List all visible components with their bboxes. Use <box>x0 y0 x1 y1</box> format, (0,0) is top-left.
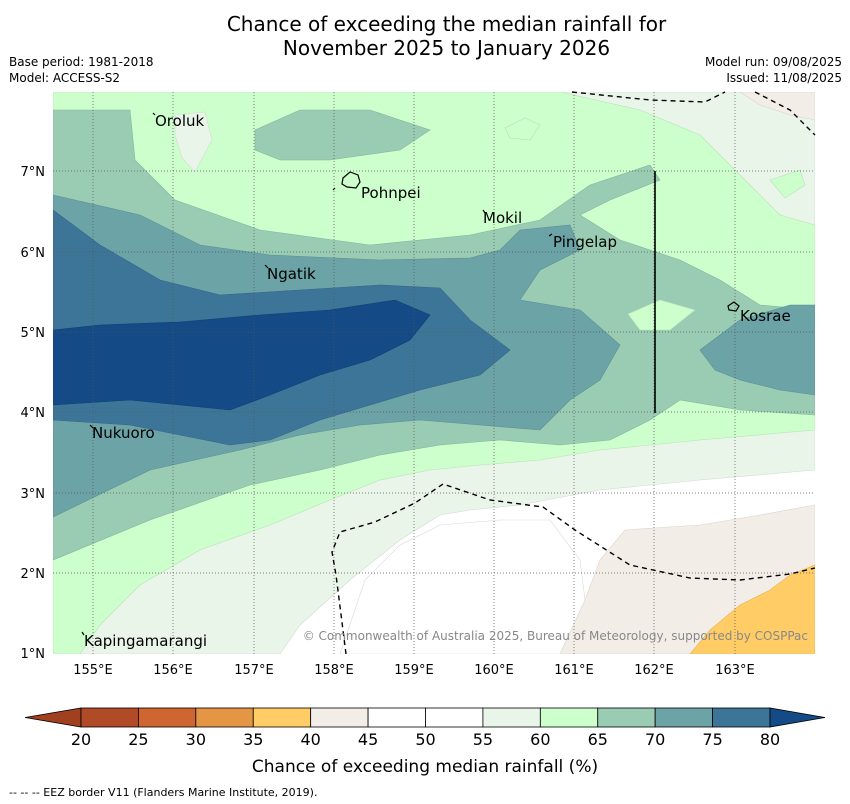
colorbar-tick-label: 65 <box>588 730 608 749</box>
colorbar-tick-label: 25 <box>128 730 148 749</box>
colorbar-tick-label: 75 <box>702 730 722 749</box>
colorbar-tick-label: 40 <box>300 730 320 749</box>
lat-5: 5°N <box>21 326 46 341</box>
pohnpei-islet <box>332 187 336 191</box>
colorbar-segment <box>712 707 771 728</box>
lon-163: 163°E <box>715 663 755 678</box>
lat-7: 7°N <box>21 165 46 180</box>
colorbar-tick-label: 60 <box>530 730 550 749</box>
label-pingelap: Pingelap <box>553 233 617 251</box>
lon-157: 157°E <box>234 663 274 678</box>
lon-162: 162°E <box>634 663 674 678</box>
model-run: Model run: 09/08/2025 <box>704 55 842 69</box>
label-ngatik: Ngatik <box>267 265 316 283</box>
label-kosrae: Kosrae <box>740 307 791 325</box>
contour-50-south <box>339 519 586 654</box>
title-line-1: Chance of exceeding the median rainfall … <box>226 12 667 36</box>
lon-156: 156°E <box>153 663 193 678</box>
label-kapingamarangi: Kapingamarangi <box>84 632 207 650</box>
label-oroluk: Oroluk <box>155 112 204 130</box>
colorbar-arrow-low <box>24 707 82 728</box>
lat-2: 2°N <box>21 567 46 582</box>
colorbar-tick-label: 70 <box>645 730 665 749</box>
contour-55-oroluk <box>174 111 213 173</box>
lon-159: 159°E <box>394 663 434 678</box>
lat-4: 4°N <box>21 406 46 421</box>
lon-158: 158°E <box>314 663 354 678</box>
colorbar-segment <box>80 707 139 728</box>
lon-160: 160°E <box>474 663 514 678</box>
colorbar-label: Chance of exceeding median rainfall (%) <box>251 757 599 777</box>
colorbar-segment <box>138 707 197 728</box>
contour-75-east <box>699 304 815 396</box>
eez-border-north <box>571 91 816 136</box>
ngatik-mark <box>264 264 269 269</box>
colorbar-segment <box>252 707 312 728</box>
copyright-text: © Commonwealth of Australia 2025, Bureau… <box>303 629 808 643</box>
meta-right: Model run: 09/08/2025 Issued: 11/08/2025 <box>705 54 842 86</box>
contour-60-spot <box>769 169 806 199</box>
label-mokil: Mokil <box>483 209 522 227</box>
contour-60-spot-2 <box>504 117 541 141</box>
colorbar-segment <box>597 707 656 728</box>
place-labels: Oroluk Pohnpei Mokil Pingelap Ngatik Kos… <box>84 112 791 650</box>
colorbar-segment <box>539 707 599 728</box>
colorbar: 20 25 30 35 40 45 50 55 60 65 70 75 80 <box>24 707 826 749</box>
lon-161: 161°E <box>554 663 594 678</box>
colorbar-tick-label: 45 <box>358 730 378 749</box>
pohnpei-island <box>341 171 361 189</box>
colorbar-segment <box>654 707 713 728</box>
contour-65-north <box>254 109 431 161</box>
colorbar-segment <box>310 707 369 728</box>
map-fill <box>53 92 815 654</box>
oroluk-mark <box>152 112 156 116</box>
lat-3: 3°N <box>21 487 46 502</box>
colorbar-tick-label: 30 <box>186 730 206 749</box>
eez-border-south <box>331 483 816 655</box>
colorbar-segment <box>425 707 484 728</box>
meta-left: Base period: 1981-2018 Model: ACCESS-S2 <box>9 54 154 86</box>
pingelap-mark <box>548 233 553 237</box>
lat-6: 6°N <box>21 246 46 261</box>
contour-35-se <box>689 564 815 654</box>
lon-155: 155°E <box>73 663 113 678</box>
islands <box>81 112 740 636</box>
contour-40-ne <box>739 92 815 121</box>
nukuoro-mark <box>89 424 94 429</box>
title-line-2: November 2025 to January 2026 <box>282 36 611 60</box>
lon-labels: 155°E 156°E 157°E 158°E 159°E 160°E 161°… <box>73 663 755 678</box>
kosrae-island <box>727 301 740 312</box>
colorbar-tick-label: 55 <box>473 730 493 749</box>
mokil-mark <box>482 209 486 214</box>
label-nukuoro: Nukuoro <box>92 424 155 442</box>
colorbar-tick-label: 35 <box>243 730 263 749</box>
map-title: Chance of exceeding the median rainfall … <box>0 12 850 60</box>
colorbar-tick-label: 20 <box>71 730 91 749</box>
colorbar-segment <box>482 707 541 728</box>
colorbar-tick-label: 50 <box>415 730 435 749</box>
eez-borders <box>331 91 816 655</box>
base-period: Base period: 1981-2018 <box>9 55 154 69</box>
lat-1: 1°N <box>21 647 46 662</box>
lat-labels: 7°N 6°N 5°N 4°N 3°N 2°N 1°N <box>21 165 46 662</box>
contour-80 <box>53 299 431 411</box>
colorbar-arrow-high <box>769 707 826 728</box>
label-pohnpei: Pohnpei <box>361 184 421 202</box>
kapinga-mark <box>81 631 85 636</box>
colorbar-segment <box>195 707 254 728</box>
colorbar-tick-label: 80 <box>760 730 780 749</box>
colorbar-segment <box>367 707 426 728</box>
model-name: Model: ACCESS-S2 <box>9 71 121 85</box>
grid-lines <box>53 92 815 654</box>
footer-note: -- -- -- EEZ border V11 (Flanders Marine… <box>9 786 318 799</box>
issued-date: Issued: 11/08/2025 <box>726 71 842 85</box>
